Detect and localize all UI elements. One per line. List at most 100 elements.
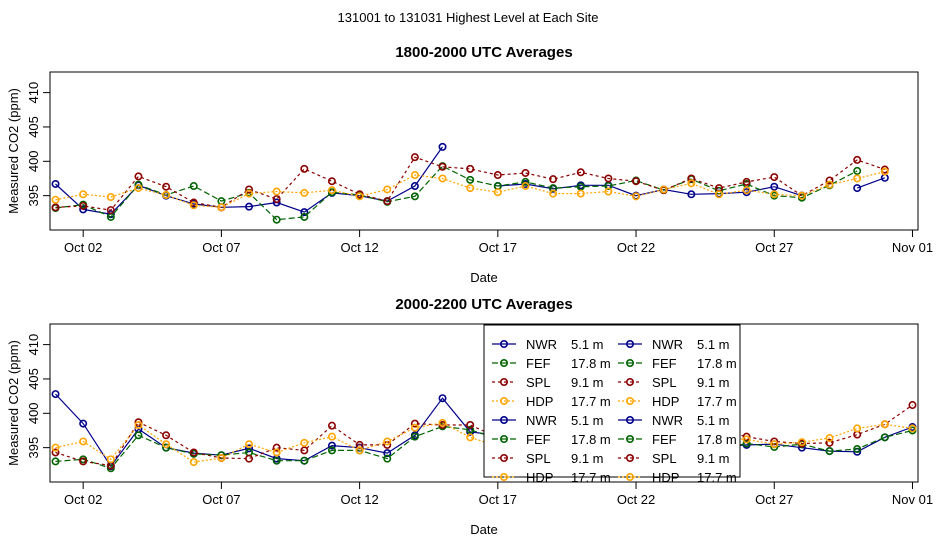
legend-entry-spl: SPL 9.1 m (492, 451, 604, 466)
legend-marker (499, 434, 508, 443)
legend-marker (625, 472, 634, 481)
panel-2000-2200: 2000-2200 UTC Averages Measured CO2 (ppm… (6, 296, 933, 537)
legend-marker (625, 396, 634, 405)
data-point (51, 203, 60, 212)
x-tick-label: Oct 12 (340, 492, 378, 507)
x-tick-label: Nov 01 (892, 240, 933, 255)
data-point (162, 440, 171, 449)
data-point (162, 182, 171, 191)
data-point (245, 444, 254, 453)
data-point (438, 142, 447, 151)
legend-height-label: 17.7 m (697, 394, 737, 409)
data-point (659, 185, 668, 194)
legend-height-label: 17.7 m (571, 394, 611, 409)
legend-marker (625, 415, 634, 424)
data-point (189, 201, 198, 210)
data-point (300, 456, 309, 465)
series-nwr (51, 142, 889, 219)
legend-site-label: NWR (526, 413, 557, 428)
data-point (134, 431, 143, 440)
data-point (300, 188, 309, 197)
data-point (549, 175, 558, 184)
legend-entry-spl: SPL 9.1 m (492, 375, 604, 390)
data-point (383, 185, 392, 194)
data-point (189, 182, 198, 191)
data-point (410, 419, 419, 428)
x-tick-label: Oct 27 (755, 492, 793, 507)
legend-marker (499, 339, 508, 348)
data-point (300, 446, 309, 455)
data-point (493, 171, 502, 180)
legend-height-label: 5.1 m (697, 413, 730, 428)
data-point (383, 197, 392, 206)
legend-entry-fef: FEF 17.8 m (492, 432, 611, 447)
data-point (493, 188, 502, 197)
legend-site-label: SPL (652, 375, 677, 390)
series-line (55, 165, 858, 221)
data-point (162, 443, 171, 452)
y-tick-label: 405 (26, 116, 41, 138)
data-point (300, 208, 309, 217)
data-point (466, 164, 475, 173)
legend-site-label: HDP (652, 470, 679, 485)
legend-marker (625, 358, 634, 367)
data-point (327, 421, 336, 430)
legend-site-label: HDP (526, 470, 553, 485)
data-point (189, 458, 198, 467)
data-point (245, 189, 254, 198)
data-point (438, 162, 447, 171)
data-point (79, 205, 88, 214)
x-tick-label: Oct 17 (479, 492, 517, 507)
data-point (825, 438, 834, 447)
data-point (466, 433, 475, 442)
data-point (632, 177, 641, 186)
legend-height-label: 17.8 m (697, 432, 737, 447)
data-point (410, 182, 419, 191)
data-point (383, 437, 392, 446)
data-point (521, 177, 530, 186)
data-point (797, 438, 806, 447)
data-point (742, 186, 751, 195)
data-point (79, 457, 88, 466)
legend-height-label: 17.8 m (571, 432, 611, 447)
legend-height-label: 9.1 m (571, 451, 604, 466)
data-point (106, 206, 115, 215)
data-point (770, 182, 779, 191)
legend-entry-fef: FEF 17.8 m (492, 356, 611, 371)
legend-marker (499, 472, 508, 481)
data-point (853, 174, 862, 183)
data-point (742, 177, 751, 186)
y-tick-label: 395 (26, 185, 41, 207)
data-point (549, 184, 558, 193)
data-point (79, 190, 88, 199)
data-point (825, 447, 834, 456)
legend-site-label: FEF (652, 356, 677, 371)
legend-entry-nwr: NWR 5.1 m (618, 413, 730, 428)
legend-entry-spl: SPL 9.1 m (618, 375, 730, 390)
data-point (327, 186, 336, 195)
data-point (853, 155, 862, 164)
legend-height-label: 9.1 m (697, 451, 730, 466)
data-point (355, 446, 364, 455)
data-point (51, 179, 60, 188)
data-point (410, 432, 419, 441)
data-point (51, 457, 60, 466)
data-point (106, 193, 115, 202)
legend-height-label: 9.1 m (571, 375, 604, 390)
data-point (106, 455, 115, 464)
data-point (300, 438, 309, 447)
data-point (521, 168, 530, 177)
data-point (687, 179, 696, 188)
legend-site-label: SPL (526, 451, 551, 466)
plot-frame (49, 71, 919, 231)
legend-marker (625, 339, 634, 348)
data-point (853, 445, 862, 454)
data-point (189, 448, 198, 457)
legend-site-label: SPL (652, 451, 677, 466)
y-tick-label: 410 (26, 334, 41, 356)
data-point (327, 441, 336, 450)
legend-height-label: 9.1 m (697, 375, 730, 390)
legend-entry-hdp: HDP 17.7 m (492, 470, 611, 485)
x-tick-label: Oct 27 (755, 240, 793, 255)
